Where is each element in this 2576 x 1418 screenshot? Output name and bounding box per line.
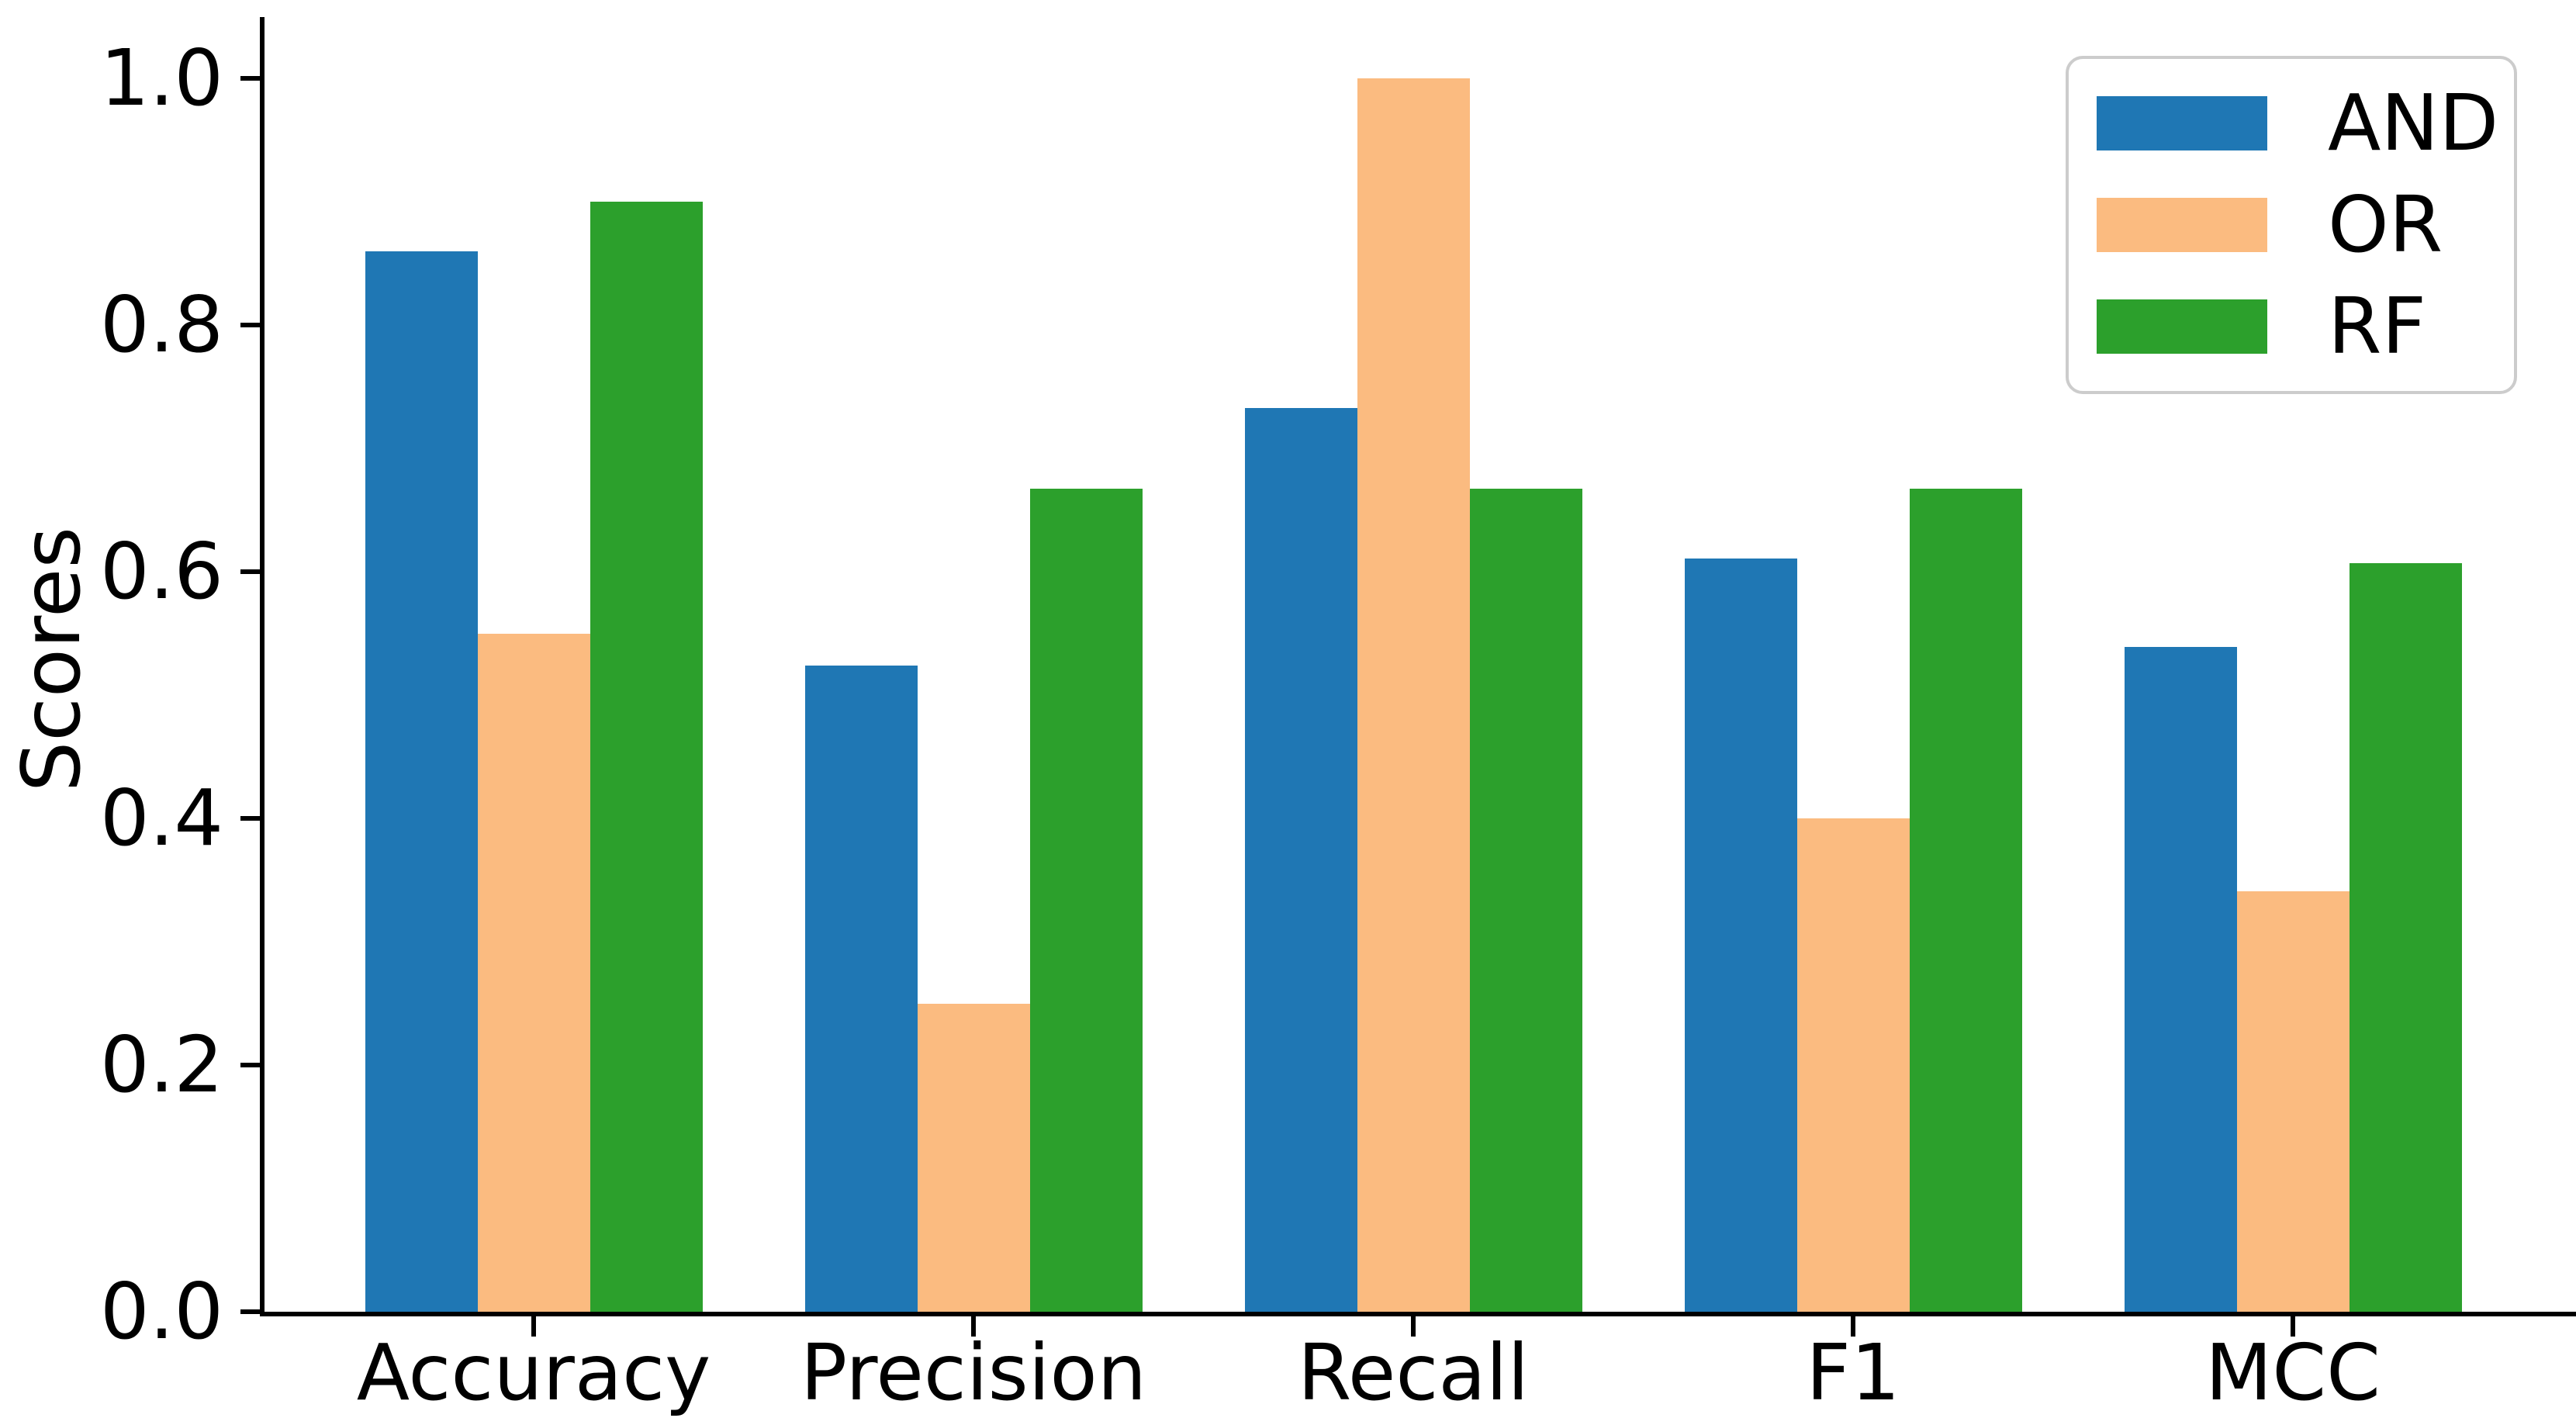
bar-rf-recall	[1469, 489, 1582, 1312]
y-tick-label: 0.4	[99, 773, 223, 863]
legend-label-and: AND	[2328, 78, 2499, 169]
x-tick-label-precision: Precision	[800, 1327, 1147, 1418]
y-tick-label: 0.6	[99, 526, 223, 617]
x-tick-mark	[531, 1316, 536, 1337]
x-tick-mark	[1851, 1316, 1855, 1337]
x-tick-label-mcc: MCC	[2205, 1327, 2381, 1418]
bar-and-recall	[1244, 407, 1357, 1312]
x-tick-mark	[1411, 1316, 1416, 1337]
legend-label-or: OR	[2328, 178, 2443, 270]
y-tick-mark	[240, 323, 261, 327]
legend: AND OR RF	[2066, 56, 2517, 394]
x-tick-label-recall: Recall	[1297, 1327, 1530, 1418]
y-tick-mark	[240, 816, 261, 821]
bar-or-accuracy	[477, 633, 590, 1312]
bar-or-mcc	[2236, 891, 2350, 1312]
legend-entry-and: AND	[2097, 81, 2514, 166]
bar-and-precision	[804, 665, 918, 1312]
bar-rf-precision	[1029, 489, 1143, 1312]
bar-rf-f1	[1909, 489, 2022, 1312]
y-tick-mark	[240, 76, 261, 81]
x-tick-label-accuracy: Accuracy	[356, 1327, 711, 1418]
y-tick-mark	[240, 569, 261, 574]
y-tick-label: 1.0	[99, 33, 223, 123]
y-tick-mark	[240, 1309, 261, 1314]
y-tick-label: 0.2	[99, 1019, 223, 1110]
legend-swatch-rf	[2097, 299, 2267, 354]
y-tick-label: 0.0	[99, 1266, 223, 1357]
x-tick-label-f1: F1	[1806, 1327, 1900, 1418]
x-axis-line	[260, 1312, 2576, 1316]
bar-and-mcc	[2124, 646, 2237, 1312]
y-tick-mark	[240, 1063, 261, 1067]
legend-swatch-and	[2097, 96, 2267, 151]
legend-entry-rf: RF	[2097, 280, 2514, 372]
y-axis-line	[260, 17, 265, 1316]
legend-swatch-or	[2097, 197, 2267, 252]
bar-or-recall	[1357, 78, 1470, 1312]
y-tick-label: 0.8	[99, 279, 223, 370]
x-tick-mark	[971, 1316, 976, 1337]
x-tick-mark	[2291, 1316, 2295, 1337]
legend-label-rf: RF	[2328, 280, 2427, 372]
bar-and-accuracy	[365, 251, 478, 1312]
bar-rf-accuracy	[590, 202, 703, 1312]
legend-entry-or: OR	[2097, 182, 2514, 268]
bar-and-f1	[1684, 558, 1797, 1312]
bar-or-f1	[1796, 818, 1910, 1312]
bar-or-precision	[917, 1003, 1030, 1312]
bar-rf-mcc	[2349, 562, 2462, 1312]
